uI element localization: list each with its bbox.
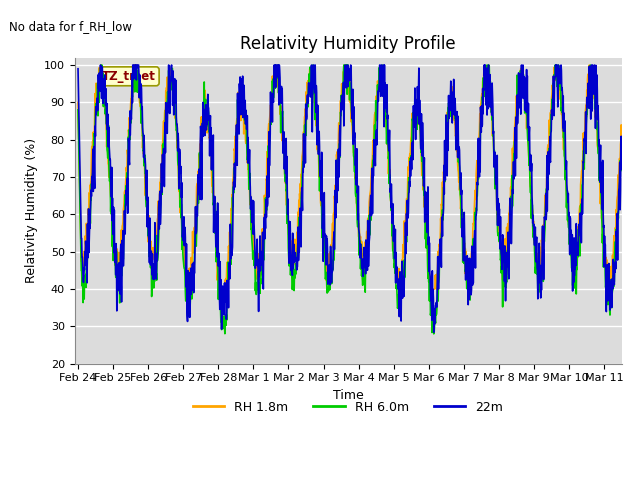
Title: Relativity Humidity Profile: Relativity Humidity Profile <box>240 35 456 53</box>
Y-axis label: Relativity Humidity (%): Relativity Humidity (%) <box>25 138 38 283</box>
Legend: RH 1.8m, RH 6.0m, 22m: RH 1.8m, RH 6.0m, 22m <box>188 396 508 419</box>
X-axis label: Time: Time <box>333 389 364 402</box>
Text: No data for f_RH_low: No data for f_RH_low <box>9 20 132 33</box>
Text: TZ_tmet: TZ_tmet <box>102 70 156 83</box>
